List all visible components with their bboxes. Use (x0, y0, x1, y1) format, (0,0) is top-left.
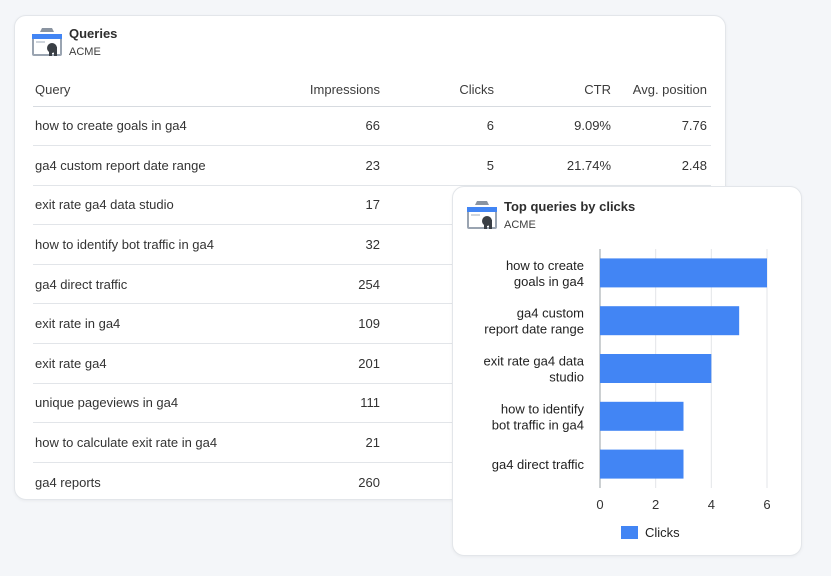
cell-impressions: 23 (248, 145, 384, 186)
cell-clicks: 6 (384, 106, 498, 147)
column-header-impressions[interactable]: Impressions (248, 74, 384, 107)
x-tick-label: 2 (652, 497, 659, 512)
legend-label: Clicks (645, 525, 680, 540)
cell-query: ga4 direct traffic (33, 264, 248, 305)
column-header-avg-position[interactable]: Avg. position (615, 74, 711, 107)
cell-impressions: 17 (248, 185, 384, 226)
cell-impressions: 21 (248, 422, 384, 463)
cell-impressions: 111 (248, 383, 384, 424)
column-header-ctr[interactable]: CTR (498, 74, 615, 107)
queries-title: Queries (69, 26, 118, 41)
table-row: ga4 reports 260 (33, 462, 711, 502)
cell-query: exit rate ga4 (33, 343, 248, 384)
search-console-icon (32, 28, 62, 56)
bar (600, 258, 767, 288)
cell-query: unique pageviews in ga4 (33, 383, 248, 424)
chart-subtitle: ACME (504, 219, 536, 231)
category-label: ga4 direct traffic (492, 457, 585, 472)
cell-impressions: 109 (248, 303, 384, 345)
cell-query: exit rate ga4 data studio (33, 185, 248, 226)
category-label: how to identify (501, 401, 585, 416)
x-tick-label: 0 (596, 497, 603, 512)
cell-ctr: 9.09% (498, 106, 615, 147)
cell-impressions: 66 (248, 106, 384, 147)
category-label: exit rate ga4 data (484, 354, 585, 369)
chart-card: 0 2 4 6 how to create goals in ga4 ga4 custom r… (452, 186, 802, 556)
cell-query: how to calculate exit rate in ga4 (33, 422, 248, 463)
cell-avg-position: 2.48 (615, 145, 711, 186)
column-header-query[interactable]: Query (33, 74, 248, 107)
table-header-row: Query Impressions Clicks CTR Avg. positi… (33, 74, 711, 107)
cell-clicks: 5 (384, 145, 498, 186)
search-console-icon (467, 201, 497, 229)
bar (600, 401, 684, 431)
x-tick-label: 4 (708, 497, 715, 512)
chart-card-header: Top queries by clicks ACME (466, 199, 635, 233)
cell-impressions: 32 (248, 224, 384, 265)
category-label: how to create (506, 258, 584, 273)
column-header-clicks[interactable]: Clicks (384, 74, 498, 107)
bar (600, 306, 740, 336)
table-row: how to create goals in ga4 66 6 9.09% 7.… (33, 106, 711, 147)
category-label: ga4 custom (517, 306, 584, 321)
category-label: studio (549, 370, 584, 385)
chart-title: Top queries by clicks (504, 199, 636, 214)
cell-query: ga4 custom report date range (33, 145, 248, 186)
legend-swatch (621, 526, 638, 539)
bar (600, 449, 684, 479)
bar (600, 354, 712, 383)
cell-query: ga4 reports (35, 474, 101, 490)
cell-impressions: 201 (248, 343, 384, 384)
category-label: report date range (484, 322, 584, 337)
cell-impressions: 254 (248, 264, 384, 305)
queries-subtitle: ACME (69, 46, 101, 58)
queries-card-header: Queries ACME (31, 26, 117, 60)
cell-avg-position: 7.76 (615, 106, 711, 147)
x-tick-label: 6 (763, 497, 770, 512)
cell-query: how to create goals in ga4 (33, 106, 248, 147)
table-row: ga4 custom report date range 23 5 21.74%… (33, 145, 711, 186)
cell-impressions: 260 (358, 474, 380, 490)
chart-legend[interactable]: Clicks (621, 525, 680, 540)
category-label: goals in ga4 (514, 274, 584, 289)
cell-query: how to identify bot traffic in ga4 (33, 224, 248, 265)
category-label: bot traffic in ga4 (492, 417, 584, 432)
cell-ctr: 21.74% (498, 145, 615, 186)
cell-query: exit rate in ga4 (33, 303, 248, 345)
